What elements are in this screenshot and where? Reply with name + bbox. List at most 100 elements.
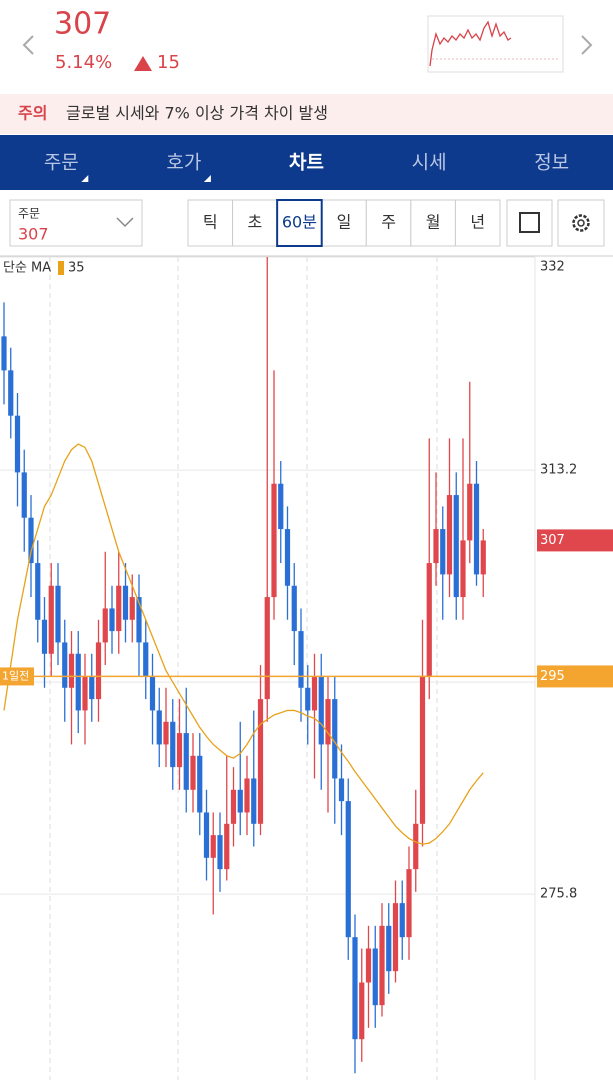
- tab[interactable]: 주문: [44, 152, 79, 174]
- candle-body: [352, 937, 358, 1040]
- period-label[interactable]: 년: [470, 213, 485, 232]
- change-pct: 5.14%: [55, 52, 112, 73]
- candle-body: [426, 563, 432, 677]
- prev-close-label-bg: [537, 665, 613, 688]
- candle-body: [116, 585, 122, 632]
- candle-body: [406, 869, 412, 938]
- candle-body: [453, 495, 459, 598]
- candle-body: [413, 823, 419, 870]
- candle-body: [176, 733, 183, 768]
- notice-text: 글로벌 시세와 7% 이상 가격 차이 발생: [66, 104, 328, 123]
- period-button[interactable]: [410, 199, 456, 247]
- tab[interactable]: 호가: [166, 152, 201, 174]
- period-button[interactable]: [365, 199, 412, 247]
- tab[interactable]: 차트: [289, 152, 324, 174]
- candle-body: [318, 676, 324, 745]
- candle-body: [62, 642, 68, 688]
- candle-body: [68, 653, 75, 688]
- candle-body: [183, 733, 189, 790]
- candle-body: [433, 529, 439, 564]
- y-tick-label: 275.8: [540, 887, 577, 902]
- period-label[interactable]: 60분: [282, 213, 317, 232]
- candle-body: [305, 687, 311, 711]
- candle-body: [244, 778, 250, 813]
- candle-body: [332, 699, 338, 779]
- notice-tag: 주의: [18, 104, 47, 123]
- ma-swatch: [58, 261, 64, 275]
- candle-body: [14, 415, 21, 473]
- candle-body: [122, 585, 129, 620]
- candle-body: [467, 483, 473, 541]
- selector-label: 주문: [18, 207, 40, 221]
- tab-bar: [0, 135, 613, 190]
- price: 307: [54, 7, 111, 42]
- candle-body: [170, 721, 176, 768]
- candle-body: [298, 631, 304, 688]
- candle-body: [386, 925, 392, 972]
- candle-body: [338, 778, 345, 802]
- candle-body: [379, 925, 385, 1006]
- candle-body: [217, 835, 223, 870]
- period-label[interactable]: 초: [247, 213, 262, 232]
- next-button[interactable]: [581, 35, 593, 55]
- period-label[interactable]: 주: [381, 213, 396, 232]
- candle-body: [75, 653, 81, 711]
- candle-body: [230, 789, 237, 824]
- change: 15: [157, 52, 180, 73]
- candle-body: [311, 676, 318, 711]
- candle-body: [1, 336, 7, 371]
- tab[interactable]: 시세: [412, 152, 447, 174]
- candle-body: [8, 370, 14, 416]
- dropdown-mark: [203, 175, 211, 182]
- candle-body: [163, 721, 169, 745]
- candle-body: [237, 789, 243, 813]
- candle-body: [109, 608, 115, 632]
- candle-body: [149, 676, 156, 711]
- settings-button[interactable]: [557, 199, 605, 247]
- candle-body: [129, 597, 135, 620]
- candle-body: [473, 483, 480, 575]
- candle-body: [365, 948, 372, 983]
- candle-body: [325, 699, 331, 745]
- candle-body: [203, 812, 210, 858]
- prev-close-tag-bg: [0, 667, 34, 686]
- candle-body: [35, 563, 41, 620]
- tab[interactable]: 정보: [534, 152, 569, 174]
- chevron: [116, 217, 134, 228]
- up-icon: [134, 56, 152, 71]
- y-tick-label: 313.2: [540, 463, 577, 478]
- candle-body: [156, 710, 162, 745]
- candle-body: [291, 585, 297, 632]
- period-button[interactable]: [454, 199, 501, 247]
- prev-close-tag: 1일전: [2, 668, 29, 682]
- square-icon: [519, 212, 540, 233]
- candle-body: [95, 642, 102, 700]
- ma-period: 35: [68, 261, 85, 276]
- candle-body: [419, 676, 426, 824]
- candle-body: [210, 835, 216, 858]
- last-price-label: 307: [540, 533, 565, 548]
- ma-line: [3, 443, 484, 845]
- candle-body: [251, 778, 257, 824]
- ma-name: 단순 MA: [3, 261, 51, 276]
- draw-button[interactable]: [506, 199, 553, 247]
- candle-body: [102, 608, 108, 643]
- period-label[interactable]: 틱: [203, 213, 218, 232]
- candle-body: [399, 903, 405, 938]
- period-button[interactable]: [187, 199, 234, 247]
- period-button[interactable]: [232, 199, 278, 247]
- period-label[interactable]: 일: [337, 213, 352, 232]
- gear-hole: [577, 219, 585, 227]
- tabs: 주문 호가 차트 시세 정보: [44, 152, 569, 182]
- candle-body: [359, 982, 365, 1040]
- selector[interactable]: [9, 199, 143, 247]
- period-label[interactable]: 월: [426, 213, 441, 232]
- last-price-bg: [537, 529, 613, 552]
- candle-body: [372, 948, 378, 1006]
- period-selected: [276, 199, 323, 247]
- candle-body: [190, 755, 196, 790]
- candle-body: [460, 540, 466, 598]
- candle-body: [257, 699, 264, 824]
- candle-body: [480, 540, 486, 575]
- prev-button[interactable]: [22, 35, 34, 55]
